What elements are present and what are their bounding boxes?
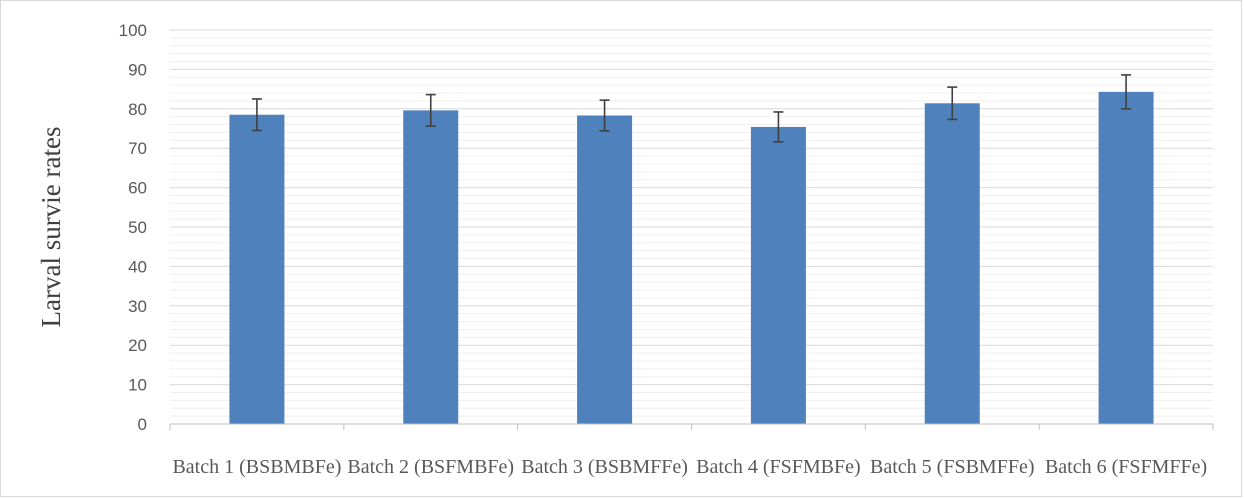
y-tick-label: 10: [128, 376, 147, 395]
x-tick-labels: Batch 1 (BSBMBFe) Batch 2 (BSFMBFe) Batch …: [172, 456, 1207, 478]
gridlines: [170, 29, 1213, 417]
y-tick-labels: 0 10 20 30 40 50 60 70 80 90 100: [119, 21, 147, 434]
y-tick-label: 20: [128, 336, 147, 355]
bar: [229, 114, 285, 425]
x-tick-label: Batch 2 (BSFMBFe): [347, 456, 514, 478]
y-tick-label: 30: [128, 297, 147, 316]
x-tick-label: Batch 5 (FSBMFFe): [870, 456, 1034, 478]
bar: [403, 110, 459, 424]
x-tick-marks: [169, 424, 1214, 430]
bar: [750, 126, 806, 424]
y-tick-label: 90: [128, 60, 147, 79]
error-bars: [251, 74, 1132, 143]
y-tick-label: 100: [119, 21, 147, 40]
x-tick-label: Batch 3 (BSBMFFe): [521, 456, 688, 478]
bar: [1098, 91, 1154, 424]
y-axis-label: Larval survie rates: [36, 127, 66, 328]
y-tick-label: 60: [128, 179, 147, 198]
y-tick-label: 0: [138, 415, 147, 434]
y-tick-label: 40: [128, 257, 147, 276]
y-tick-label: 70: [128, 139, 147, 158]
y-tick-label: 50: [128, 218, 147, 237]
y-tick-label: 80: [128, 100, 147, 119]
x-tick-label: Batch 4 (FSFMBFe): [696, 456, 860, 478]
bar: [577, 115, 633, 425]
x-tick-label: Batch 1 (BSBMBFe): [172, 456, 341, 478]
x-tick-label: Batch 6 (FSFMFFe): [1045, 456, 1207, 478]
bars: [229, 91, 1154, 425]
bar: [924, 103, 980, 424]
